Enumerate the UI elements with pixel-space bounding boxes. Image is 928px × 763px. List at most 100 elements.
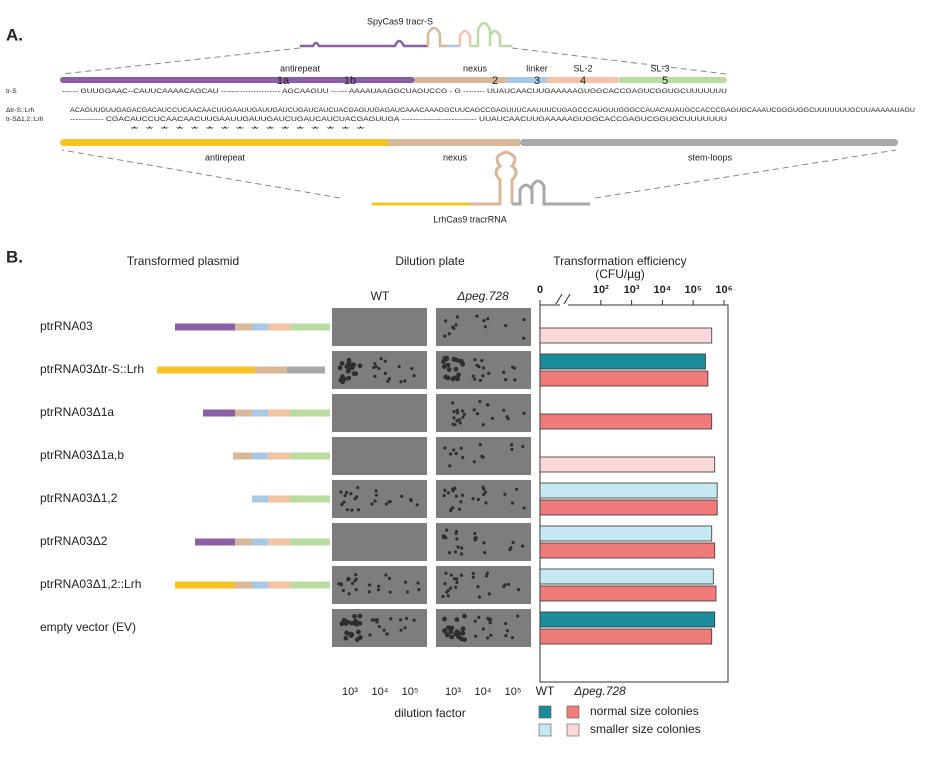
- colony: [443, 582, 447, 586]
- dilution: 10³: [445, 686, 461, 698]
- colony: [513, 378, 517, 382]
- colony: [374, 493, 378, 497]
- colony: [337, 582, 341, 586]
- axis-break-mark: [563, 293, 571, 305]
- colony: [412, 618, 416, 622]
- colony: [521, 444, 525, 449]
- colony: [473, 538, 477, 542]
- plasmid-label: ptrRNA03Δ1,2::Lrh: [40, 577, 141, 591]
- colony: [460, 493, 465, 497]
- colony: [343, 635, 349, 641]
- colony: [522, 317, 526, 322]
- colony: [339, 490, 343, 494]
- dilution: 10³: [342, 686, 358, 698]
- colony: [481, 485, 485, 489]
- colony: [454, 323, 458, 327]
- construct-segment: [235, 409, 252, 417]
- region-label: antirepeat: [205, 152, 246, 162]
- colony: [357, 363, 363, 369]
- construct-segment: [235, 323, 252, 331]
- colony: [462, 637, 467, 643]
- construct-segment: [290, 452, 330, 460]
- colony: [481, 423, 485, 427]
- colony: [367, 590, 371, 594]
- region-bar: [60, 77, 727, 83]
- colony: [482, 541, 486, 545]
- colony: [448, 464, 452, 468]
- colony: [451, 401, 455, 405]
- bar: [539, 499, 718, 516]
- colony: [386, 379, 390, 383]
- construct-segment: [268, 452, 290, 460]
- colony: [462, 613, 467, 619]
- colony: [404, 616, 409, 621]
- construct-segment: [268, 581, 290, 589]
- colony: [444, 571, 448, 575]
- seq-name: Δtr-S::Lrh: [6, 107, 35, 114]
- header: Transformed plasmid: [127, 254, 239, 268]
- colony: [383, 371, 388, 375]
- colony: [416, 581, 420, 585]
- colony: [477, 595, 482, 599]
- colony: [441, 594, 445, 599]
- bar: [539, 611, 716, 628]
- colony: [346, 361, 352, 367]
- colony: [487, 618, 491, 622]
- colony: [515, 487, 519, 491]
- colony: [475, 412, 480, 416]
- colony: [339, 582, 343, 586]
- colony: [503, 492, 507, 496]
- colony: [482, 492, 486, 497]
- plate-column: Δpeg.728: [456, 289, 509, 303]
- colony: [453, 423, 457, 427]
- colony: [389, 617, 393, 621]
- x-tick-label: 10⁵: [684, 284, 701, 296]
- bar: [539, 628, 713, 645]
- construct-segment: [268, 323, 290, 331]
- colony: [480, 359, 484, 363]
- colony: [337, 365, 343, 371]
- colony: [382, 628, 386, 632]
- legend-swatch: [566, 705, 580, 719]
- construct-segment: [287, 366, 325, 374]
- bar: [539, 353, 706, 370]
- colony: [485, 571, 489, 575]
- colony: [443, 319, 448, 323]
- construct-segment: [252, 581, 268, 589]
- colony: [368, 633, 372, 637]
- colony: [374, 489, 378, 493]
- construct-segment: [175, 581, 235, 589]
- plate: [436, 566, 531, 604]
- construct-segment: [290, 409, 330, 417]
- panel-label: A.: [6, 25, 23, 44]
- region-label: nexus: [463, 63, 488, 73]
- colony: [403, 379, 407, 383]
- dilution: 10⁵: [402, 686, 419, 698]
- legend-label: normal size colonies: [590, 704, 699, 718]
- construct-segment: [252, 495, 268, 503]
- colony: [455, 577, 459, 581]
- colony: [516, 588, 521, 592]
- seq-name: tr-S: [6, 88, 17, 95]
- bar: [539, 456, 716, 473]
- colony: [455, 408, 459, 412]
- colony: [457, 507, 462, 511]
- colony: [486, 317, 490, 321]
- colony: [368, 583, 372, 587]
- colony: [454, 617, 460, 622]
- guide-line: [61, 149, 341, 199]
- colony: [372, 365, 376, 370]
- legend-swatch: [538, 723, 552, 737]
- plate: [332, 437, 427, 475]
- colony: [460, 626, 466, 632]
- colony: [448, 629, 454, 635]
- colony: [487, 371, 491, 375]
- colony: [502, 370, 506, 375]
- colony: [346, 357, 352, 363]
- colony: [341, 376, 347, 382]
- segment-number: 2: [492, 75, 498, 87]
- colony: [356, 486, 360, 490]
- colony: [354, 588, 358, 592]
- colony: [405, 590, 410, 594]
